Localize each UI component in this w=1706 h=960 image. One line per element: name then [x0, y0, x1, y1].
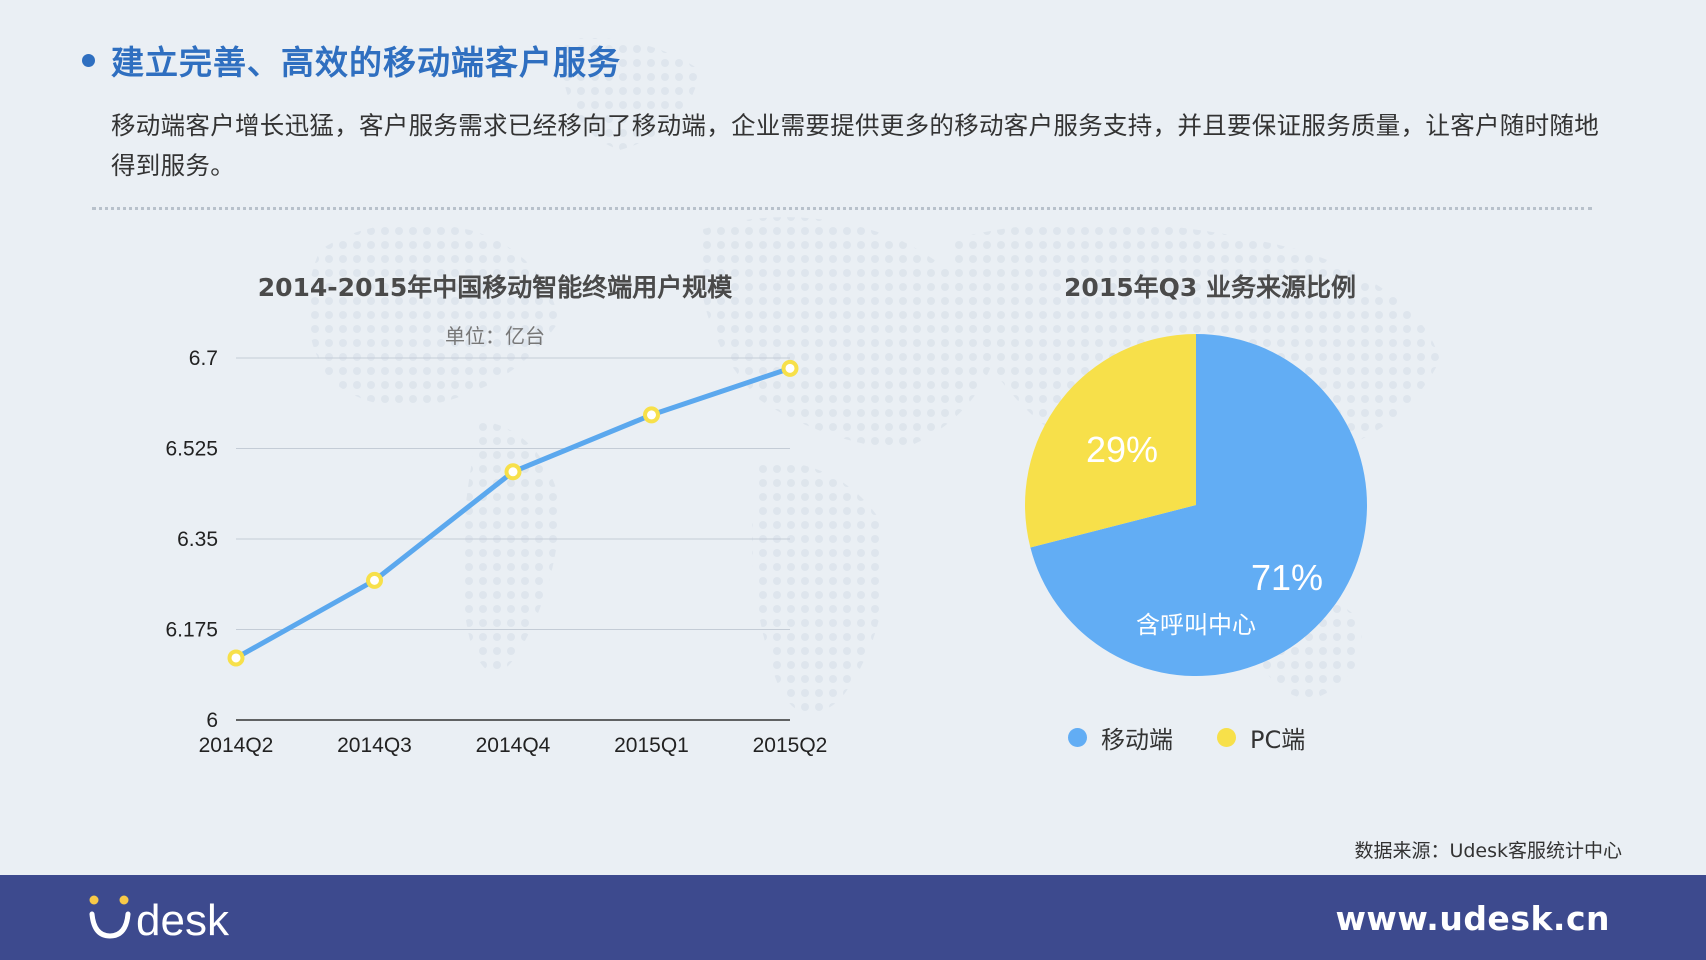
legend-pc-swatch-icon	[1217, 728, 1236, 747]
page-title: 建立完善、高效的移动端客户服务	[111, 43, 621, 82]
legend-mobile-swatch-icon	[1068, 728, 1087, 747]
x-tick-label: 2014Q3	[337, 734, 412, 757]
pie-label-mobile: 71%	[1251, 557, 1323, 598]
y-tick-label: 6	[206, 709, 218, 732]
website-url[interactable]: www.udesk.cn	[1335, 899, 1610, 938]
udesk-logo[interactable]: desk	[86, 886, 256, 946]
intro-paragraph: 移动端客户增长迅猛，客户服务需求已经移向了移动端，企业需要提供更多的移动客户服务…	[111, 111, 1599, 180]
data-point	[781, 359, 799, 377]
line-chart-unit: 单位：亿台	[445, 324, 545, 348]
title-bullet-icon	[82, 53, 95, 67]
legend-item-pc: PC端	[1217, 720, 1305, 755]
x-tick-label: 2014Q2	[199, 734, 274, 757]
legend-mobile-label: 移动端	[1101, 726, 1173, 754]
x-tick-label: 2015Q2	[753, 734, 828, 757]
y-tick-label: 6.35	[177, 528, 218, 551]
y-tick-label: 6.7	[189, 347, 218, 370]
legend-pc-label: PC端	[1250, 726, 1306, 754]
charts-canvas: 6 6.175 6.35 6.525 6.7 2014Q2 2014Q3 2014Q4 2015…	[165, 334, 1367, 757]
svg-text:desk: desk	[136, 896, 230, 945]
dotted-divider	[92, 207, 1592, 210]
pie-slice-pc	[1025, 334, 1196, 548]
data-point	[643, 406, 660, 424]
line-series	[233, 365, 793, 661]
line-chart-title: 2014-2015年中国移动智能终端用户规模	[257, 273, 733, 302]
data-point	[366, 571, 383, 589]
pie-legend: 移动端 PC端	[1068, 720, 1349, 755]
y-tick-label: 6.175	[165, 619, 218, 642]
x-tick-label: 2014Q4	[476, 734, 551, 757]
page-header: 建立完善、高效的移动端客户服务	[82, 36, 621, 84]
y-tick-label: 6.525	[165, 438, 218, 461]
data-point	[504, 463, 522, 481]
pie-note-mobile: 含呼叫中心	[1136, 611, 1256, 639]
pie-label-pc: 29%	[1086, 429, 1158, 470]
legend-item-mobile: 移动端	[1068, 720, 1173, 755]
pie-slice-mobile	[1030, 334, 1367, 676]
data-point	[227, 649, 245, 667]
data-source-note: 数据来源：Udesk客服统计中心	[1354, 840, 1622, 862]
pie-chart-title: 2015年Q3 业务来源比例	[1064, 273, 1356, 302]
footer-bar	[0, 875, 1706, 960]
x-tick-label: 2015Q1	[614, 734, 689, 757]
